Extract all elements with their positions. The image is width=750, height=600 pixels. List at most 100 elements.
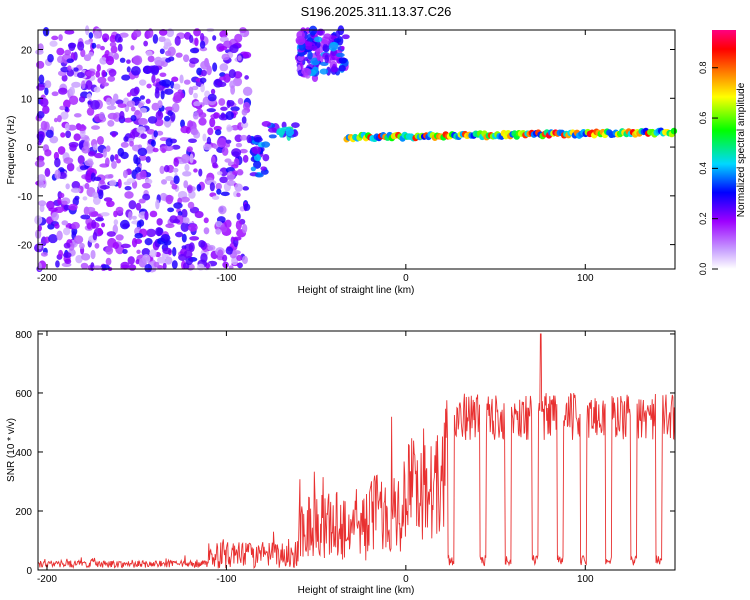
spectrogram-cell [253, 136, 263, 143]
spectrogram-cell [192, 111, 199, 120]
spectrogram-cell [162, 247, 172, 255]
spectrogram-cell [203, 227, 210, 235]
spectrogram-cell [115, 206, 124, 214]
spectrogram-cell [210, 88, 216, 95]
spectrogram-cell [198, 240, 206, 248]
spectrogram-cell [120, 261, 130, 269]
spectrogram-cell [235, 142, 243, 148]
spectrogram-cell [225, 246, 234, 255]
spectrogram-cell [99, 179, 105, 185]
spectrogram-cell [229, 44, 239, 54]
spectrogram-cell [144, 210, 149, 221]
spectrogram-cell [126, 66, 131, 73]
spectrogram-cell [338, 57, 347, 64]
spectrogram-cell [189, 153, 194, 164]
colorbar-tick-label: 0.8 [698, 61, 708, 74]
spectrogram-cell [165, 223, 175, 229]
spectrogram-cell [56, 47, 65, 56]
spectrogram-cell [37, 179, 44, 188]
spectrogram-cell [200, 253, 208, 263]
spectrogram-cell [206, 136, 212, 146]
spectrogram-cell [134, 232, 143, 239]
spectrogram-cell [110, 45, 118, 54]
spectrogram-cell [54, 157, 61, 168]
spectrogram-cell [85, 80, 93, 90]
spectrogram-cell [182, 170, 192, 177]
spectrogram-cell [141, 247, 151, 257]
spectrogram-frame [37, 29, 676, 270]
spectrogram-cell [319, 68, 329, 75]
spectrogram-cell [226, 180, 236, 186]
spectrogram-cell [207, 93, 217, 102]
spectrogram-cell [101, 82, 110, 87]
spectrogram-cell [189, 57, 200, 64]
spectrogram-cell [222, 261, 229, 269]
spectrogram-cell [160, 234, 171, 243]
spectrogram-cell [189, 34, 194, 44]
spectrogram-cell [78, 242, 85, 249]
spectrogram-cell [133, 29, 142, 38]
spectrogram-cell [73, 235, 84, 244]
spectrogram-cell [175, 231, 184, 238]
spectrogram-cell [151, 74, 156, 84]
spectrogram-cell [338, 65, 346, 72]
spectrogram-cell [51, 35, 59, 41]
spectrogram-cell [155, 199, 160, 210]
spectrogram-cell [231, 164, 239, 169]
spectrogram-cell [191, 85, 199, 91]
spectrogram-cell [210, 155, 216, 165]
spectrogram-cell [60, 111, 69, 120]
spectrogram-cell [326, 66, 331, 76]
spectrogram-cell [130, 106, 136, 112]
spectrogram-cell [236, 212, 241, 221]
spectrogram-cell [44, 167, 51, 177]
spectrogram-cell [106, 199, 111, 207]
spectrogram-cell [138, 257, 147, 268]
spectrogram-cell [84, 182, 90, 190]
colorbar-tick-label: 0.4 [698, 162, 708, 175]
spectrogram-cell [232, 236, 242, 241]
spectrogram-cell [328, 41, 338, 52]
spectrogram-cell [202, 143, 212, 151]
spectrogram-cell [156, 130, 164, 136]
spectrogram-cell [138, 219, 145, 227]
spectrogram-cell [91, 219, 97, 229]
spectrogram-cell [67, 124, 77, 131]
spectrogram-cell [190, 128, 199, 136]
snr-series-line [37, 333, 676, 569]
spectrogram-cell [109, 41, 117, 48]
spectrogram-cell [90, 249, 96, 260]
spectrogram-cell [202, 133, 207, 142]
spectrogram-cell [124, 185, 132, 191]
spectrogram-cell [86, 107, 95, 116]
spectrogram-cell [61, 200, 68, 205]
spectrogram-cell [128, 211, 133, 221]
spectrogram-cell [224, 158, 232, 163]
spectrogram-cell [92, 192, 99, 199]
spectrogram-cell [159, 165, 165, 175]
spectrogram-cell [93, 176, 102, 182]
spectrogram-cell [139, 107, 148, 114]
spectrogram-cell [134, 166, 142, 173]
spectrogram-cell [92, 231, 98, 241]
spectrogram-cell [222, 254, 228, 262]
spectrogram-cell [114, 33, 122, 43]
spectrogram-cell [212, 35, 217, 41]
spectrogram-cell [155, 86, 160, 94]
spectrogram-cell [291, 122, 300, 128]
snr-x-tick-label: 0 [403, 574, 409, 585]
spectrogram-cell [164, 115, 171, 122]
spectrogram-cell [160, 90, 165, 100]
spectrogram-y-tick-label: -20 [18, 241, 33, 252]
spectrogram-cell [80, 214, 91, 220]
spectrogram-cell [81, 80, 86, 90]
spectrogram-cell [212, 62, 218, 72]
spectrogram-cell [95, 217, 104, 222]
spectrogram-cell [58, 87, 68, 95]
spectrogram-cell [217, 137, 227, 148]
spectrogram-cell [174, 35, 181, 46]
spectrogram-cell [92, 144, 98, 151]
spectrogram-cell [74, 195, 80, 201]
colorbar-label: Normalized spectral amplitude [736, 82, 747, 217]
